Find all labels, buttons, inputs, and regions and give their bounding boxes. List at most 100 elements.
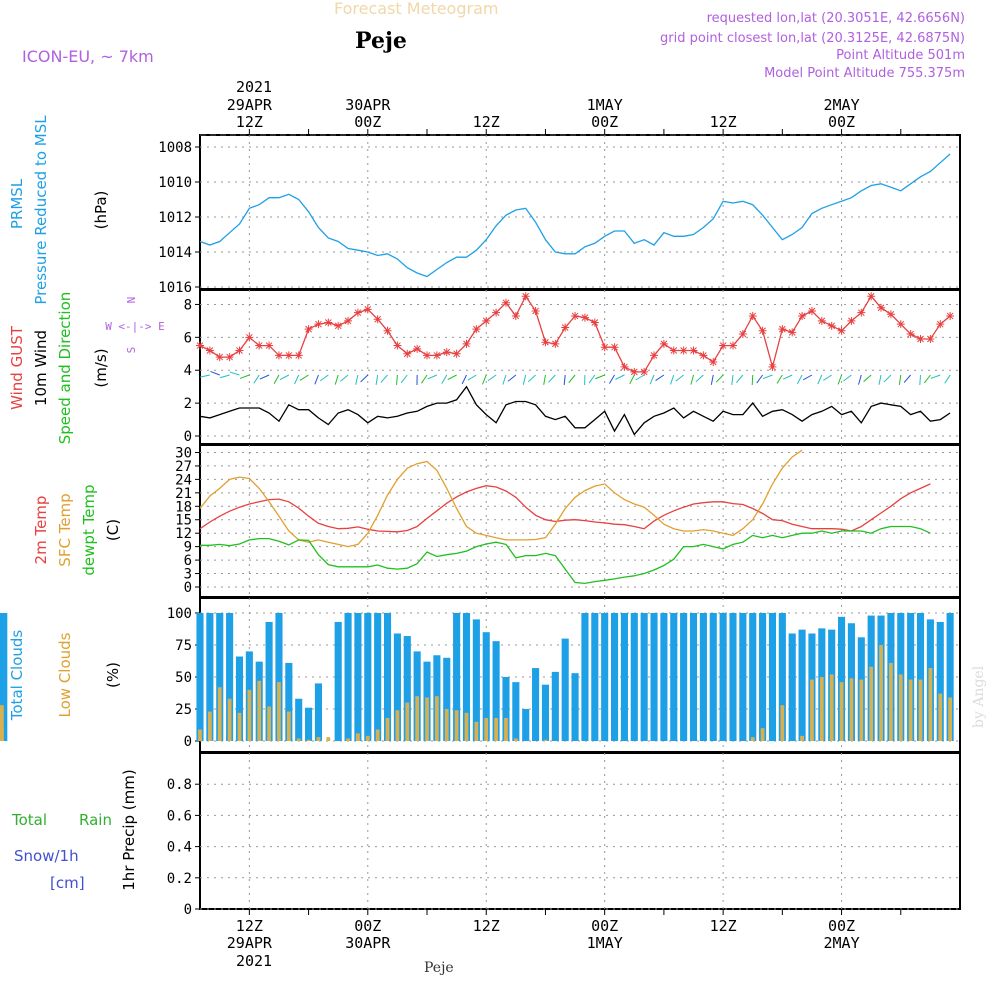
low-cloud-bar [948, 697, 953, 741]
gust-marker [788, 328, 797, 337]
wind-arrow [355, 374, 359, 385]
compass-we: W <-|-> E [105, 320, 165, 333]
low-cloud-bar [395, 710, 400, 741]
low-cloud-bar [494, 717, 498, 741]
wind-arrow [878, 374, 882, 385]
wind-arrow [649, 374, 655, 385]
clouds-ytick-label: 100 [167, 606, 192, 622]
total-cloud-bar [680, 613, 688, 741]
total-cloud-bar [443, 657, 451, 741]
total-cloud-bar [768, 613, 777, 741]
gust-marker [294, 351, 303, 360]
sfc-temp-line [199, 449, 803, 548]
gust-marker [561, 323, 570, 332]
low-cloud-bar [484, 717, 489, 741]
temperature-ytick-label: 21 [175, 486, 192, 502]
low-cloud-bar [326, 737, 331, 741]
wind-arrow [396, 374, 398, 386]
compass-s: S [125, 347, 138, 354]
wind10m-line [199, 385, 951, 436]
year-label-top: 2021 [236, 78, 272, 96]
sfc-label: SFC Temp [56, 493, 74, 566]
gust-marker [738, 330, 747, 339]
total-cloud-bar [462, 613, 471, 741]
precip-unit: 1hr Precip (mm) [120, 769, 138, 890]
low-cloud-bar [207, 711, 212, 741]
gust-marker [344, 316, 353, 325]
hour-label-top: 12Z [236, 113, 263, 131]
hour-label-bottom: 00Z [354, 917, 381, 935]
wind-arrow [823, 374, 832, 381]
wind-arrow [919, 374, 922, 386]
wind-arrow [655, 374, 665, 382]
low-cloud-bar [0, 726, 4, 741]
clouds-frame [199, 597, 961, 753]
gust-marker [393, 341, 402, 350]
wind-arrow [762, 374, 773, 380]
gust-marker [778, 325, 787, 334]
hour-label-top: 00Z [828, 113, 855, 131]
wind-arrow [340, 374, 349, 382]
total-cloud-bar [936, 621, 944, 741]
gust-marker [225, 353, 234, 362]
wind-arrow [482, 374, 487, 385]
temperature-frame [199, 444, 961, 598]
hour-label-top: 00Z [591, 113, 618, 131]
low-cloud-bar [277, 682, 281, 741]
low-cloud-bar [385, 717, 390, 741]
precip-total-label: Total [11, 811, 47, 829]
wind-arrow [756, 374, 764, 384]
gust-marker [728, 341, 737, 350]
total-cloud-bar [749, 613, 757, 741]
gust-marker [837, 326, 846, 335]
gust-marker [265, 341, 274, 350]
total-cloud-bar [305, 707, 313, 741]
gust-marker [896, 320, 905, 329]
gust-marker [363, 305, 372, 314]
low-cloud-bar [750, 737, 755, 741]
low-cloud-bar [444, 709, 449, 741]
compass-n: N [125, 297, 138, 304]
total-cloud-bar [541, 684, 550, 741]
day-label-top: 29APR [227, 96, 273, 114]
gust-marker [511, 311, 520, 320]
wind-arrow [334, 374, 339, 385]
low-cloud-bar [296, 738, 301, 741]
model-altitude: Model Point Altitude 755.375m [764, 66, 965, 81]
wind-arrow [923, 374, 931, 384]
day-label-bottom: 1MAY [587, 934, 623, 952]
total-cloud-bar [206, 613, 214, 741]
low-cloud-bar [237, 712, 242, 741]
wind-unit: (m/s) [92, 348, 110, 387]
temperature-ytick-label: 12 [175, 526, 192, 542]
wind-arrow [253, 374, 260, 384]
low-cloud-bar [938, 693, 943, 741]
total-cloud-bar [581, 613, 589, 741]
wind-arrow [360, 374, 369, 383]
precip-ytick-label: 0.4 [167, 840, 192, 856]
wind-arrow [380, 374, 388, 383]
low-cloud-bar [356, 733, 360, 741]
gust-marker [620, 362, 629, 371]
total-cloud-bar [838, 616, 846, 741]
wind-arrow [421, 374, 428, 384]
total-cloud-bar [314, 683, 322, 741]
wind-arrow [802, 374, 813, 381]
pressure-ytick-label: 1010 [158, 175, 192, 191]
low-cloud-bar [504, 717, 508, 741]
wind-arrow [608, 374, 615, 384]
gust-marker [521, 292, 530, 301]
wind-arrow [487, 374, 497, 382]
hour-label-top: 12Z [710, 113, 737, 131]
gust-marker [600, 343, 609, 352]
gust-marker [462, 339, 471, 348]
day-label-top: 2MAY [823, 96, 859, 114]
low-cloud-bar [928, 668, 933, 741]
snow-unit: [cm] [50, 874, 85, 892]
low-cloud-bar [889, 662, 893, 741]
gust-label: Wind GUST [8, 325, 26, 410]
low-cloud-bar [375, 729, 380, 741]
gust-marker [827, 321, 836, 330]
wind-ytick-label: 4 [184, 363, 192, 379]
wind-arrow [595, 374, 605, 380]
